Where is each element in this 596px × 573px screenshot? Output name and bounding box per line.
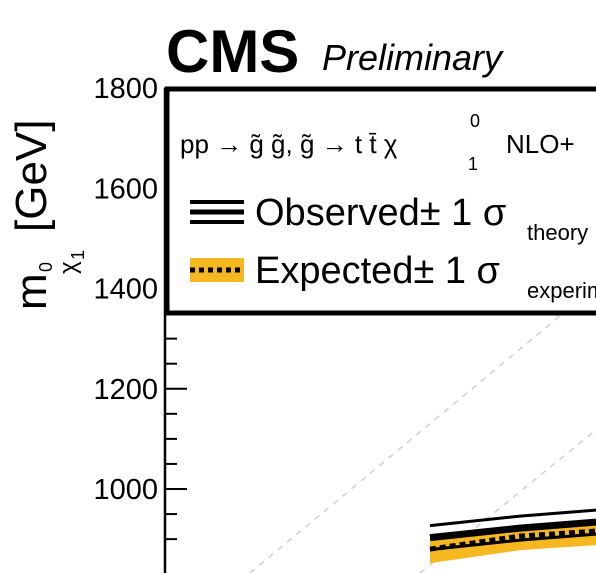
legend-process-sup: 0 (470, 111, 480, 131)
y-tick-label: 1200 (93, 374, 158, 406)
legend-expected-swatch (190, 258, 244, 282)
legend-observed-label: Observed± 1 σ (255, 192, 506, 234)
y-axis-title: m χ 0 1 [GeV] (7, 120, 88, 311)
expected-line (429, 528, 596, 552)
diagonal-reference-line (249, 285, 596, 573)
legend-process-sub: 1 (468, 154, 478, 174)
y-axis-title-zero: 0 (36, 262, 56, 272)
legend-process: pp → g̃ g̃, g̃ → t t̄ χ (180, 129, 398, 159)
y-axis-title-one: 1 (68, 250, 88, 260)
observed-line (429, 518, 596, 542)
y-axis-title-main: m (7, 273, 56, 310)
legend-observed-swatch (190, 200, 244, 224)
legend-expected-sub: experiment (527, 278, 596, 303)
experiment-label: CMS (166, 18, 299, 85)
observed-line-lower (429, 532, 596, 552)
status-label: Preliminary (322, 37, 504, 78)
y-tick-label: 1600 (93, 173, 158, 205)
y-axis-title-unit: [GeV] (7, 120, 56, 233)
legend-expected-label: Expected± 1 σ (255, 250, 500, 292)
observed-line-upper (429, 508, 596, 528)
plot-area (249, 285, 596, 573)
legend: pp → g̃ g̃, g̃ → t t̄ χ 0 1 NLO+ Observe… (164, 86, 596, 316)
y-tick-label: 1000 (93, 474, 158, 506)
legend-process-suffix: NLO+ (506, 129, 575, 159)
y-tick-label: 1400 (93, 274, 158, 306)
legend-observed-sub: theory (527, 220, 588, 245)
y-axis-title-chi: χ (55, 261, 82, 274)
y-tick-label: 1800 (93, 73, 158, 105)
